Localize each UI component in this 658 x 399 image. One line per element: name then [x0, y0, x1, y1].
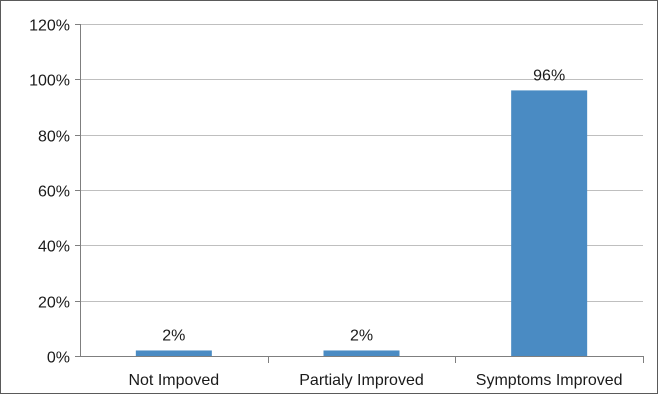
- labels: 0% 20% 40% 60% 80% 100% 120% 2% Not Impoved 2% Par…: [29, 18, 622, 390]
- y-tick-label: 20%: [38, 295, 70, 312]
- y-tick-label: 60%: [38, 184, 70, 201]
- y-tick-label: 80%: [38, 129, 70, 146]
- y-tick-label: 120%: [29, 18, 70, 35]
- x-tick-label: Partialy Improved: [299, 372, 424, 389]
- axes: [75, 24, 644, 363]
- x-tick-label: Not Impoved: [128, 372, 219, 389]
- data-label: 96%: [533, 67, 565, 84]
- y-tick-label: 100%: [29, 73, 70, 90]
- x-tick-label: Symptoms Improved: [476, 372, 623, 389]
- data-label: 2%: [350, 327, 373, 344]
- bar: [323, 350, 400, 356]
- data-label: 2%: [162, 327, 185, 344]
- y-tick-label: 40%: [38, 239, 70, 256]
- y-tick-label: 0%: [47, 350, 70, 367]
- bar: [135, 350, 212, 356]
- bar: [511, 90, 588, 357]
- bars: [135, 90, 588, 357]
